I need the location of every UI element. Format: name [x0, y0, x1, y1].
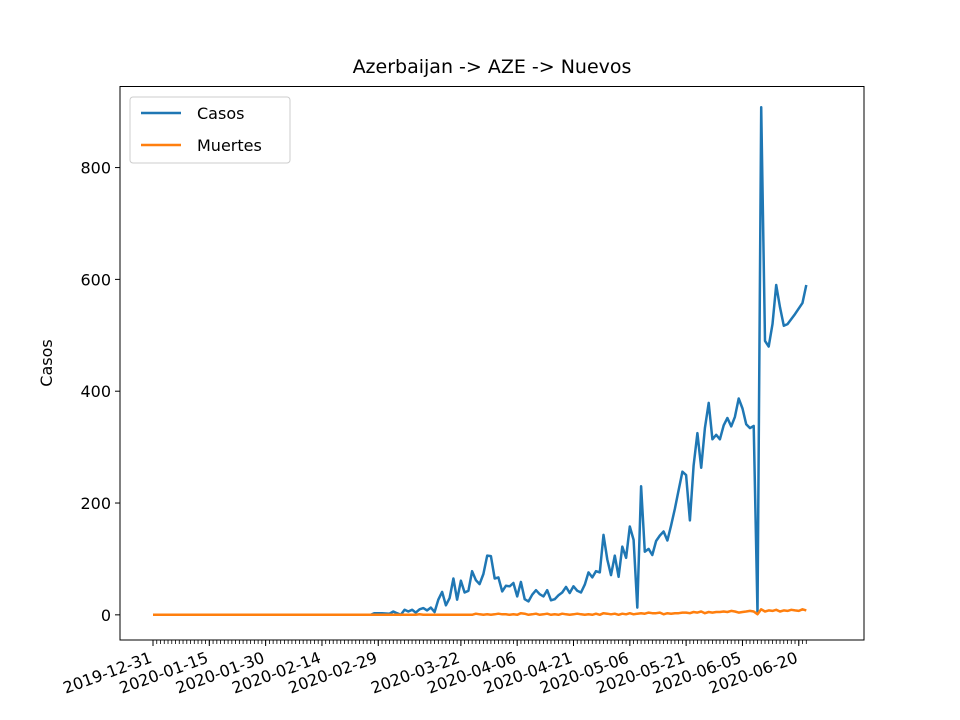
y-tick-label: 200: [80, 494, 111, 513]
y-axis-label: Casos: [37, 339, 56, 386]
axes-frame: [119, 86, 865, 641]
series-layer: [153, 105, 808, 617]
legend-label-muertes: Muertes: [197, 136, 262, 155]
chart-title: Azerbaijan -> AZE -> Nuevos: [353, 56, 632, 78]
y-tick-label: 0: [101, 606, 111, 625]
y-axis: 0 200 400 600 800: [80, 159, 120, 625]
legend-label-casos: Casos: [197, 104, 244, 123]
y-tick-label: 800: [80, 159, 111, 178]
y-tick-label: 600: [80, 270, 111, 289]
y-tick-label: 400: [80, 382, 111, 401]
series-line-muertes: [153, 608, 807, 617]
series-line-casos: [153, 105, 808, 617]
legend: Casos Muertes: [129, 96, 291, 164]
plot-area: [119, 86, 865, 641]
